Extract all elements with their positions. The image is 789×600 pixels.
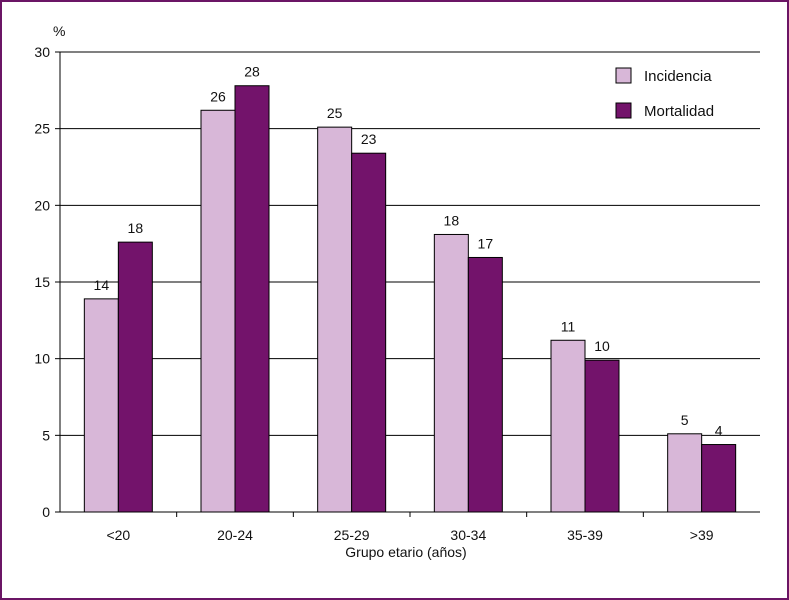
x-tick-label: 20-24: [217, 527, 253, 543]
data-label: 18: [444, 212, 460, 228]
data-label: 18: [128, 220, 144, 236]
legend-label-incidencia: Incidencia: [644, 68, 712, 85]
x-tick-label: >39: [690, 527, 714, 543]
y-tick-label: 5: [42, 427, 50, 443]
bar-incidencia: [550, 339, 586, 513]
y-tick-label: 10: [34, 351, 50, 367]
data-label: 5: [681, 412, 689, 428]
data-label: 25: [327, 105, 343, 121]
y-axis-title: %: [53, 23, 65, 39]
y-tick-label: 15: [34, 274, 50, 290]
x-tick-label: 35-39: [567, 527, 603, 543]
data-labels-layer: 14 18 26 28 25 23 18 17 11 10 5 4: [94, 64, 723, 439]
bar-incidencia: [433, 233, 469, 513]
legend: Incidencia Mortalidad: [615, 67, 714, 120]
data-label: 11: [561, 318, 576, 334]
x-tick-label: <20: [106, 527, 130, 543]
y-tick-label: 0: [42, 504, 50, 520]
x-tick-label: 25-29: [334, 527, 370, 543]
bar-mortalidad: [701, 444, 737, 513]
bar-incidencia: [667, 433, 703, 513]
data-label: 4: [715, 423, 723, 439]
legend-swatch-mortalidad: [615, 102, 632, 119]
ticks-layer: 0 5 10 15 20 25 30 <20 20-24 25-29 30-34 35-39 >39: [34, 44, 713, 543]
bar-mortalidad: [467, 256, 503, 513]
data-label: 26: [210, 88, 226, 104]
data-label: 28: [244, 64, 260, 80]
bar-mortalidad: [117, 241, 153, 513]
legend-swatch-incidencia: [615, 67, 632, 84]
bar-mortalidad: [351, 152, 387, 513]
y-tick-label: 20: [34, 197, 50, 213]
bar-incidencia: [317, 126, 353, 513]
data-label: 17: [478, 235, 494, 251]
bar-mortalidad: [234, 85, 270, 513]
x-axis-title: Grupo etario (años): [345, 544, 466, 560]
data-label: 10: [594, 338, 610, 354]
y-tick-label: 25: [34, 121, 50, 137]
bar-mortalidad: [584, 359, 620, 513]
bar-incidencia: [200, 109, 236, 513]
data-label: 14: [94, 277, 110, 293]
legend-label-mortalidad: Mortalidad: [644, 103, 714, 120]
data-label: 23: [361, 131, 377, 147]
bars-layer: [83, 85, 737, 513]
grid-layer: [60, 51, 760, 436]
y-tick-label: 30: [34, 44, 50, 60]
bar-incidencia: [83, 298, 119, 513]
x-tick-label: 30-34: [450, 527, 486, 543]
